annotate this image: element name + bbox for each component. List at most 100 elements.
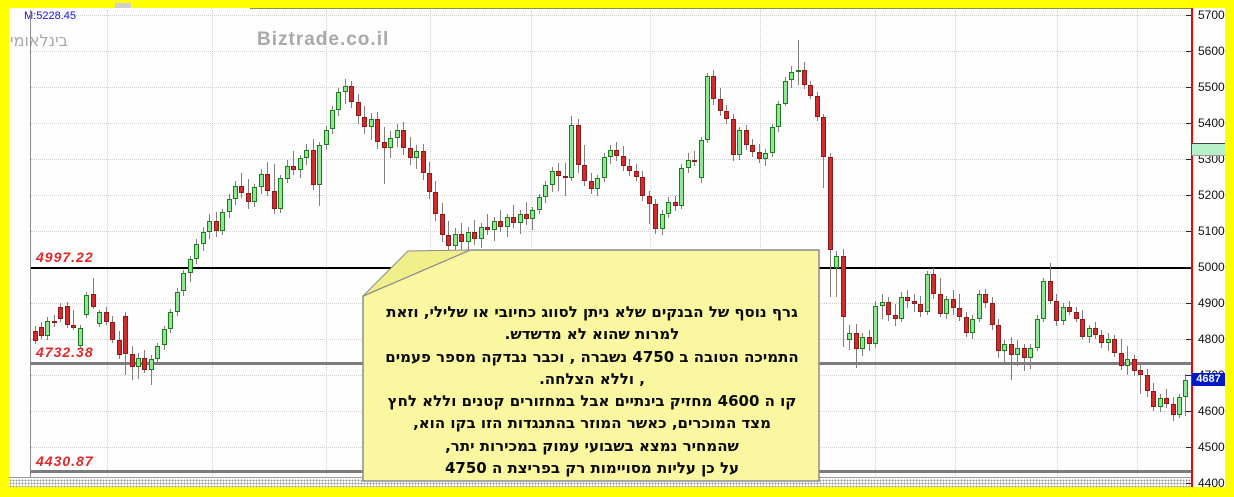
- candle: [465, 231, 471, 243]
- note-line: , וללא הצלחה.: [539, 369, 645, 388]
- v-gridline: [326, 10, 327, 478]
- candle: [433, 192, 439, 214]
- axis-tick: [1186, 231, 1191, 232]
- candle: [39, 326, 44, 337]
- candle: [168, 311, 174, 329]
- candle: [420, 151, 426, 173]
- candle: [692, 159, 697, 162]
- candle: [1086, 328, 1092, 337]
- candle: [633, 171, 639, 177]
- axis-tick-label: 5400: [1198, 116, 1225, 130]
- h-gridline: [31, 231, 1191, 232]
- candle: [200, 231, 206, 244]
- candle: [646, 196, 652, 204]
- candle: [995, 324, 1001, 352]
- candle: [717, 99, 723, 111]
- candle-wick: [73, 310, 75, 331]
- axis-tick-label: 4500: [1198, 440, 1225, 454]
- candle: [388, 138, 394, 149]
- candle: [756, 151, 762, 159]
- time-axis-strip: [9, 479, 1192, 487]
- candle: [32, 331, 38, 342]
- candle: [381, 141, 387, 149]
- note-line: מצד המוכרים, כאשר המוזר בהתנגדות הזו בקו…: [413, 414, 771, 433]
- v-gridline: [1137, 10, 1138, 478]
- candle: [588, 181, 594, 190]
- candle: [549, 170, 555, 185]
- candle: [575, 125, 581, 165]
- candle: [1092, 328, 1098, 336]
- candle: [976, 293, 982, 319]
- candle: [840, 256, 846, 318]
- candle: [517, 213, 523, 224]
- instrument-watermark: בינלאומי: [10, 31, 68, 50]
- axis-tick: [1186, 123, 1191, 124]
- candle: [97, 312, 103, 324]
- analysis-note[interactable]: גרף נוסף של הבנקים שלא ניתן לסווג כחיובי…: [372, 301, 812, 479]
- candle: [1015, 347, 1021, 355]
- candle: [963, 317, 969, 334]
- candle: [892, 315, 898, 319]
- candle: [258, 174, 264, 188]
- candle: [879, 302, 885, 306]
- candle-wick: [648, 191, 650, 224]
- candle: [1112, 339, 1118, 354]
- last-price-tag: 4687: [1192, 372, 1225, 386]
- candle-wick: [881, 293, 883, 319]
- candle: [1170, 403, 1176, 415]
- axis-green-marker: [1192, 143, 1225, 156]
- h-gridline: [31, 15, 1191, 16]
- candle: [1157, 398, 1163, 407]
- candle: [362, 116, 368, 128]
- candle: [1131, 358, 1137, 372]
- candle: [640, 177, 646, 197]
- candle: [84, 295, 90, 316]
- candle: [77, 327, 83, 347]
- support-price-label: 4732.38: [36, 344, 94, 361]
- candle: [155, 345, 161, 360]
- axis-tick-label: 4600: [1198, 404, 1225, 418]
- note-line: שהמחיר נמצא בשבועי עמוק במכירות יתר,: [445, 436, 739, 455]
- v-gridline: [107, 10, 108, 478]
- candle: [595, 178, 600, 190]
- candle-wick: [273, 164, 275, 214]
- candle: [672, 202, 678, 206]
- candle: [174, 291, 180, 312]
- axis-tick-label: 4400: [1198, 476, 1225, 490]
- axis-tick-label: 5200: [1198, 188, 1225, 202]
- candle: [472, 231, 478, 239]
- candle: [129, 354, 135, 368]
- candle: [459, 233, 465, 243]
- candle: [207, 220, 213, 232]
- candle: [265, 174, 271, 192]
- candle: [827, 156, 833, 251]
- candle: [685, 159, 691, 168]
- candle: [452, 233, 458, 247]
- candle: [608, 149, 613, 157]
- candle: [1034, 318, 1040, 348]
- candle-wick: [241, 172, 243, 198]
- candle: [426, 172, 432, 193]
- candle-wick: [1010, 336, 1012, 380]
- axis-tick: [1186, 339, 1191, 340]
- candle: [666, 202, 672, 215]
- candle-wick: [53, 314, 55, 327]
- candle: [291, 165, 297, 170]
- axis-tick: [1186, 195, 1191, 196]
- candle: [808, 84, 814, 96]
- support-price-label: 4997.22: [36, 249, 94, 265]
- candle: [931, 274, 937, 294]
- candle: [142, 357, 148, 370]
- candle: [220, 212, 225, 231]
- candle: [401, 129, 407, 148]
- candle: [659, 214, 665, 229]
- candle: [950, 299, 956, 308]
- candle: [763, 153, 769, 159]
- candle-wick: [694, 151, 695, 167]
- price-axis-line[interactable]: [1191, 8, 1193, 487]
- candle: [1067, 306, 1073, 312]
- candle: [860, 336, 866, 349]
- candle: [821, 117, 827, 157]
- candle: [407, 147, 413, 159]
- candle-wick: [383, 127, 385, 185]
